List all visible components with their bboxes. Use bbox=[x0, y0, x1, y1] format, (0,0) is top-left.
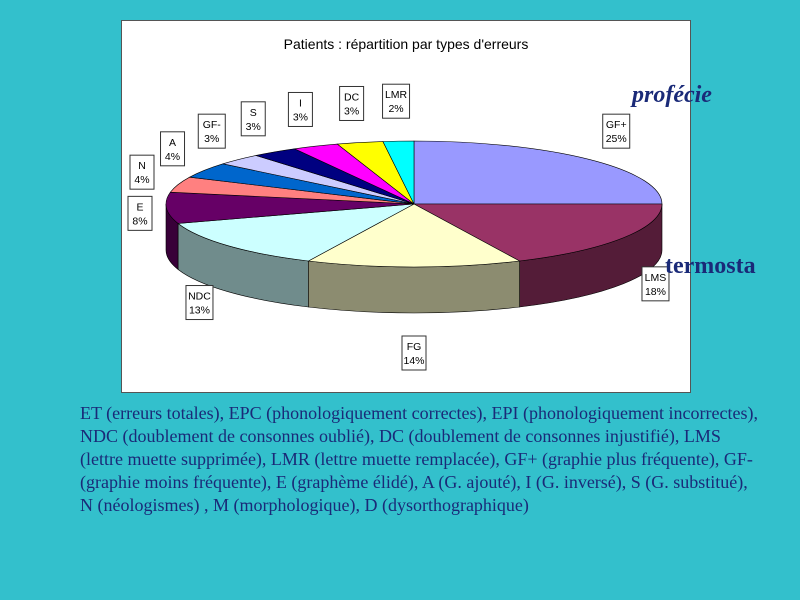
label-percent: 3% bbox=[293, 111, 308, 123]
label-percent: 13% bbox=[189, 305, 210, 317]
label-box bbox=[287, 91, 313, 127]
pie-chart: Patients : répartition par types d'erreu… bbox=[127, 36, 670, 371]
label-category: NDC bbox=[188, 291, 211, 303]
label-box bbox=[382, 83, 411, 119]
overlay-word-profecie: profécie bbox=[632, 82, 712, 108]
slice-label-dc: DC 3% bbox=[339, 85, 365, 121]
label-box bbox=[401, 335, 427, 371]
pie-side-fg bbox=[308, 260, 520, 314]
slice-label-lms: LMS 18% bbox=[641, 266, 670, 302]
label-box bbox=[129, 154, 155, 190]
label-percent: 14% bbox=[403, 355, 424, 367]
pie-slice-gf- bbox=[413, 140, 663, 205]
label-percent: 18% bbox=[645, 286, 666, 298]
slice-label-gf-: GF+ 25% bbox=[602, 113, 631, 149]
label-percent: 4% bbox=[165, 151, 180, 163]
overlay-word-termosta: termosta bbox=[665, 253, 756, 279]
label-box bbox=[602, 113, 631, 149]
label-box bbox=[240, 101, 266, 137]
label-percent: 8% bbox=[132, 215, 147, 227]
label-box bbox=[641, 266, 670, 302]
label-box bbox=[127, 195, 153, 231]
slice-label-gf-: GF- 3% bbox=[197, 113, 226, 149]
pie-slice-fg bbox=[307, 203, 521, 268]
label-box bbox=[160, 131, 186, 167]
label-category: FG bbox=[407, 341, 422, 353]
label-category: GF- bbox=[203, 119, 222, 131]
chart-title: Patients : répartition par types d'erreu… bbox=[284, 36, 529, 52]
label-category: N bbox=[138, 160, 146, 172]
label-category: A bbox=[169, 137, 176, 149]
label-box bbox=[185, 285, 214, 321]
label-box bbox=[197, 113, 226, 149]
label-category: E bbox=[136, 201, 143, 213]
pie-slice-lms bbox=[413, 203, 663, 262]
label-category: I bbox=[299, 97, 302, 109]
label-percent: 25% bbox=[606, 133, 627, 145]
slice-label-n: N 4% bbox=[129, 154, 155, 190]
label-percent: 3% bbox=[246, 121, 261, 133]
label-percent: 3% bbox=[344, 105, 359, 117]
slice-label-s: S 3% bbox=[240, 101, 266, 137]
label-category: DC bbox=[344, 91, 360, 103]
label-percent: 2% bbox=[388, 103, 403, 115]
label-box bbox=[339, 85, 365, 121]
label-percent: 4% bbox=[134, 174, 149, 186]
pie-slice-e bbox=[165, 191, 415, 224]
slice-label-i: I 3% bbox=[287, 91, 313, 127]
slice-label-fg: FG 14% bbox=[401, 335, 427, 371]
abbreviation-legend: ET (erreurs totales), EPC (phonologiquem… bbox=[80, 403, 758, 515]
label-category: GF+ bbox=[606, 119, 627, 131]
slice-label-ndc: NDC 13% bbox=[185, 285, 214, 321]
slice-label-a: A 4% bbox=[160, 131, 186, 167]
pie-slice-ndc bbox=[177, 203, 415, 262]
label-category: LMS bbox=[645, 272, 667, 284]
label-category: S bbox=[250, 107, 257, 119]
chart-frame: Patients : répartition par types d'erreu… bbox=[121, 20, 691, 393]
label-category: LMR bbox=[385, 89, 408, 101]
pie-slice-lmr bbox=[382, 140, 415, 205]
label-percent: 3% bbox=[204, 133, 219, 145]
slice-label-e: E 8% bbox=[127, 195, 153, 231]
slice-label-lmr: LMR 2% bbox=[382, 83, 411, 119]
